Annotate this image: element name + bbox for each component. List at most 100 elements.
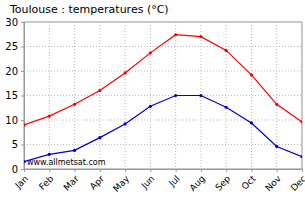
x-axis: Jan Feb Mar Apr May Jun Jul Aug Sep Oct Nov Dec	[13, 169, 305, 194]
tick: Aug	[188, 169, 208, 193]
marker	[48, 114, 51, 117]
grid-line	[24, 46, 302, 47]
grid-line	[150, 22, 151, 169]
tick-mark	[277, 169, 278, 172]
tick: Jan	[13, 169, 31, 191]
tick-mark	[24, 169, 25, 172]
tick-label: 25	[5, 41, 18, 52]
marker	[300, 155, 302, 158]
tick-mark	[150, 169, 151, 172]
tick-label: Feb	[37, 173, 56, 192]
tick-mark	[251, 169, 252, 172]
axis-line	[25, 170, 303, 173]
tick: Dec	[289, 169, 305, 193]
plot-frame	[24, 22, 302, 169]
tick: Feb	[37, 169, 56, 192]
tick-mark	[302, 169, 303, 172]
tick-mark	[21, 145, 24, 146]
tick-mark	[21, 169, 24, 170]
tick-mark	[21, 22, 24, 23]
grid-line	[125, 22, 126, 169]
marker	[250, 73, 253, 76]
tick-label: Aug	[188, 174, 208, 194]
marker	[174, 94, 177, 97]
chart: www.allmetsat.com 0 5 10 15 20 25 30 Jan Feb Mar Ap…	[0, 0, 305, 200]
marker	[199, 94, 202, 97]
tick: May	[111, 169, 132, 194]
grid-line	[226, 22, 227, 169]
grid-line	[24, 71, 302, 72]
tick-label: Jun	[139, 174, 157, 192]
tick-label: Nov	[263, 173, 283, 193]
tick-mark	[100, 169, 101, 172]
grid	[24, 22, 302, 169]
tick: Nov	[263, 169, 283, 193]
marker	[225, 49, 228, 52]
tick: Jun	[139, 169, 157, 191]
tick-label: Apr	[88, 173, 106, 191]
series-group	[24, 33, 302, 163]
tick-mark	[176, 169, 177, 172]
marker	[98, 89, 101, 92]
tick: Oct	[240, 169, 258, 192]
tick: Apr	[88, 169, 106, 192]
tick-label: 15	[5, 90, 18, 101]
tick: 30	[5, 17, 24, 28]
tick-label: Jan	[13, 174, 31, 192]
tick-mark	[226, 169, 227, 172]
tick-mark	[201, 169, 202, 172]
line	[24, 35, 302, 125]
marker	[24, 123, 26, 126]
grid-line	[24, 22, 302, 23]
grid-line	[99, 22, 100, 169]
plot: www.allmetsat.com 0 5 10 15 20 25 30 Jan Feb Mar Ap…	[5, 17, 305, 194]
tick-label: Mar	[62, 173, 81, 192]
tick-label: 30	[5, 17, 18, 28]
tick-mark	[21, 120, 24, 121]
tick-label: 20	[5, 66, 18, 77]
grid-line	[302, 22, 303, 169]
tick-label: May	[111, 173, 132, 194]
marker	[149, 105, 152, 108]
grid-line	[24, 95, 302, 96]
tick: Mar	[62, 169, 81, 193]
tick-mark	[21, 47, 24, 48]
marker	[73, 149, 76, 152]
grid-line	[251, 22, 252, 169]
axis-line	[21, 23, 25, 170]
tick: 0	[12, 164, 24, 175]
marker	[250, 121, 253, 124]
tick: 5	[12, 139, 24, 150]
tick-label: 5	[12, 139, 18, 150]
marker	[73, 103, 76, 106]
marker	[149, 51, 152, 54]
tick-label: Dec	[289, 174, 305, 193]
tick: 15	[5, 90, 24, 101]
grid-line	[24, 144, 302, 145]
tick: Sep	[213, 169, 232, 193]
marker	[275, 103, 278, 106]
marker	[300, 120, 302, 123]
marker	[123, 122, 126, 125]
tick-label: 10	[5, 115, 18, 126]
marker	[24, 160, 26, 163]
y-axis: 0 5 10 15 20 25 30	[5, 17, 24, 175]
tick: 20	[5, 66, 24, 77]
marker	[48, 153, 51, 156]
tick-label: 0	[12, 164, 18, 175]
grid-line	[24, 120, 302, 121]
annotation: www.allmetsat.com	[27, 158, 106, 167]
line	[24, 96, 302, 162]
marker	[174, 33, 177, 36]
tick-label: Sep	[213, 173, 232, 192]
grid-line	[74, 22, 75, 169]
marker	[98, 136, 101, 139]
tick-label: Oct	[240, 173, 258, 191]
marker	[199, 35, 202, 38]
tick: Jul	[166, 169, 181, 189]
tick: 10	[5, 115, 24, 126]
marker	[225, 106, 228, 109]
tick-mark	[21, 96, 24, 97]
marker	[275, 145, 278, 148]
tick-mark	[75, 169, 76, 172]
